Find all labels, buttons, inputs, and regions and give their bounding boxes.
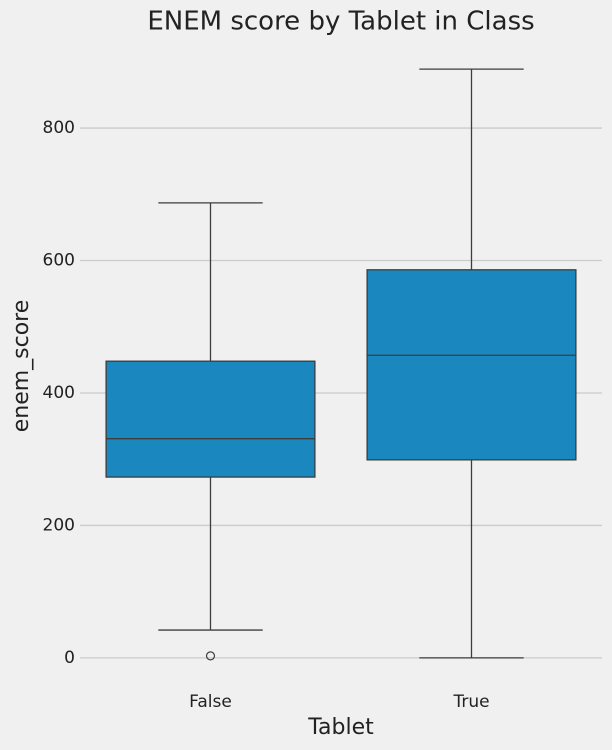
chart-title: ENEM score by Tablet in Class — [147, 7, 534, 37]
x-axis-label: Tablet — [307, 715, 374, 740]
x-tick-label: False — [189, 692, 232, 712]
y-tick-label: 600 — [43, 251, 75, 271]
y-axis-label: enem_score — [9, 300, 34, 433]
y-tick-label: 200 — [43, 515, 75, 535]
outlier — [205, 651, 216, 661]
x-tick-label: True — [452, 692, 489, 712]
box — [366, 269, 577, 461]
y-tick-label: 0 — [64, 648, 75, 668]
y-tick-label: 800 — [43, 118, 75, 138]
y-tick-label: 400 — [43, 383, 75, 403]
box — [105, 360, 316, 478]
